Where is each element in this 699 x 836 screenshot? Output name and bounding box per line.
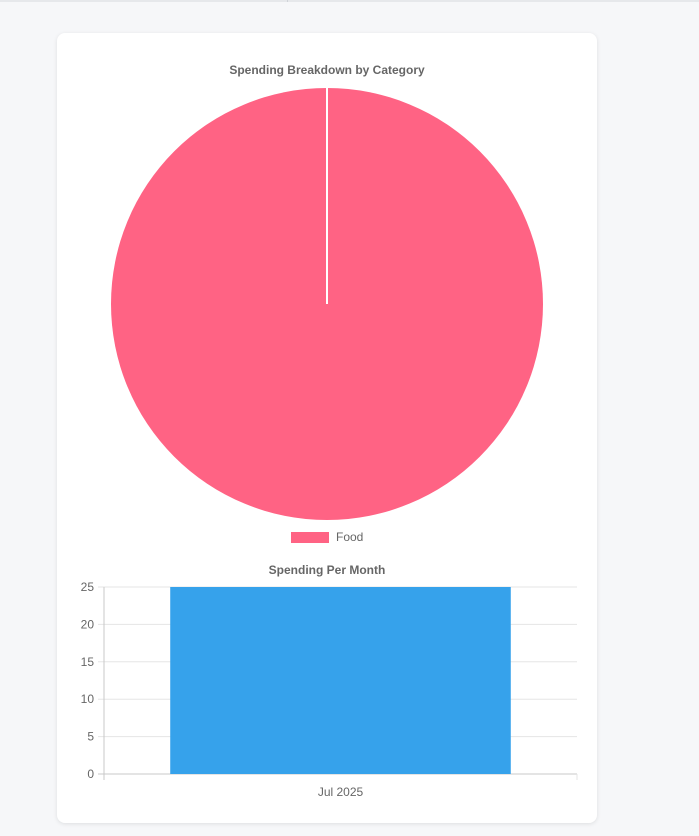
y-tick-label: 0 — [87, 767, 94, 781]
x-tick-label: Jul 2025 — [318, 785, 364, 799]
top-bar — [0, 0, 699, 2]
pie-chart — [111, 88, 543, 520]
bar-chart: 25 20 15 10 5 0 Jul 2025 — [81, 580, 578, 799]
pie-chart-title: Spending Breakdown by Category — [229, 63, 425, 77]
bar-jul-2025[interactable] — [170, 587, 511, 774]
bar-chart-title: Spending Per Month — [268, 563, 386, 577]
pie-legend[interactable]: Food — [291, 529, 363, 545]
legend-label-food: Food — [336, 530, 364, 544]
charts-card: Spending Breakdown by Category Food Spen… — [57, 33, 597, 823]
y-tick-label: 15 — [81, 655, 95, 669]
y-tick-label: 25 — [81, 580, 95, 594]
y-tick-label: 5 — [87, 730, 94, 744]
y-tick-label: 10 — [81, 692, 95, 706]
top-bar-divider — [287, 0, 288, 2]
legend-swatch-food — [291, 531, 329, 543]
y-tick-label: 20 — [81, 617, 95, 631]
